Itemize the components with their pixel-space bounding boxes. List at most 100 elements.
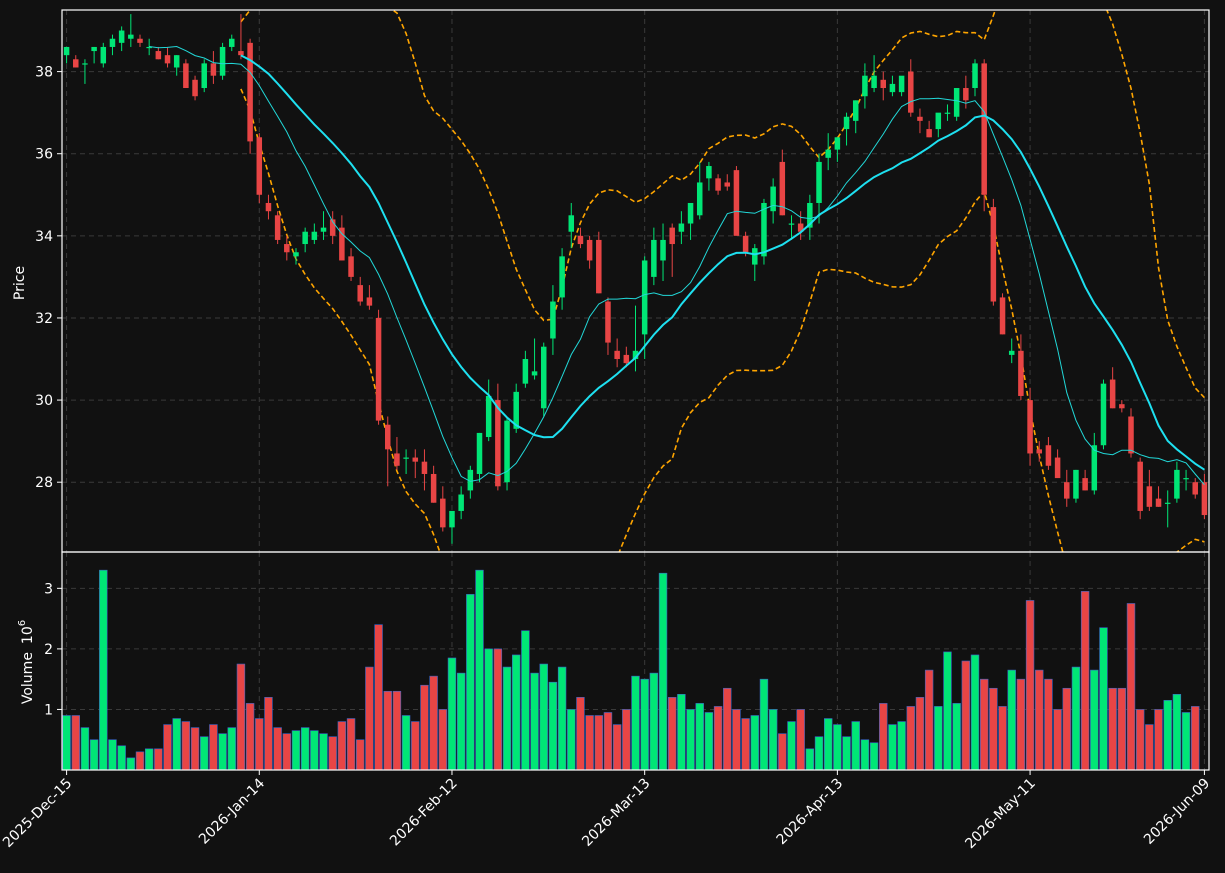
candle-body [742,235,749,253]
volume-bar [658,572,668,771]
bollinger-upper-line [240,10,1205,399]
candle-body [981,63,987,195]
volume-bar [1007,669,1016,771]
volume-bar [1163,700,1172,771]
candle-body [770,186,776,212]
candle-body [412,457,419,462]
volume-bar [521,630,530,771]
candle-body [586,239,593,261]
volume-bar [970,654,980,771]
bollinger-bands [240,10,1205,552]
volume-bar [291,730,301,771]
volume-bar [1108,687,1117,771]
price-tick-label: 28 [35,475,53,491]
candle-body [1146,486,1153,507]
volume-bar [475,569,484,771]
volume-bar [484,648,493,771]
volume-bar [539,663,548,771]
volume-bar [209,724,218,771]
volume-bar [328,736,337,771]
price-tick-label: 36 [35,147,53,163]
candle-body [596,239,602,294]
volume-bar [429,675,438,771]
volume-bar [420,684,429,771]
candle-body [614,350,620,360]
volume-bar [567,709,576,771]
volume-bar [135,751,145,771]
candle-body [687,202,694,224]
candle-body [329,219,336,236]
candle-body [449,510,455,528]
candle-body [706,166,712,179]
x-tick-label: 2026-May-11 [962,776,1039,853]
candle-body [146,46,152,49]
volume-bar [1053,709,1062,771]
volume-bar [695,703,704,771]
price-tick-label: 32 [35,311,53,327]
ma-slow-line [240,54,1205,471]
volume-bars [62,569,1200,771]
candle-body [137,38,143,43]
volume-bar [356,739,365,771]
candle-body [210,63,217,76]
volume-bar [126,757,136,771]
candle-body [128,34,134,39]
volume-tick-label: 1 [44,702,53,718]
candle-body [320,227,327,232]
candle-body [1174,469,1180,499]
price-axis-title: Price [12,266,28,300]
volume-bar [1016,678,1026,771]
candle-body [568,215,575,232]
candle-body [843,116,850,130]
candle-body [797,223,804,232]
candle-body [155,51,162,60]
candle-body [229,38,235,47]
volume-bar [732,709,741,771]
candle-body [660,239,666,261]
volume-bar [1099,627,1108,771]
volume-bar [1191,706,1200,771]
volume-bar [300,727,310,771]
candle-body [63,46,70,56]
candle-body [834,137,841,150]
candle-body [825,149,831,158]
volume-bar [227,727,236,771]
candle-body [440,498,446,528]
volume-bar [741,718,750,771]
candle-body [531,371,538,376]
volume-bar [796,709,805,771]
candle-body [908,71,914,113]
candle-body [871,75,877,89]
candle-body [1155,498,1162,507]
volume-axis-exponent: 6 [17,620,28,626]
candle-body [651,239,657,277]
candle-body [265,202,272,212]
volume-bar [456,672,466,771]
candle-body [889,83,896,93]
candle-body [852,100,859,121]
volume-bar [319,733,328,771]
candle-body [173,55,180,68]
volume-bar [218,733,227,771]
candle-body [274,215,281,240]
volume-bar [823,718,833,771]
volume-bar [1062,687,1071,771]
x-tick-label: 2025-Dec-15 [0,776,75,851]
candle-body [935,112,942,130]
candle-body [917,116,923,121]
volume-bar [603,712,613,771]
candle-body [375,317,382,421]
volume-bar [1145,724,1154,771]
candle-body [1192,482,1198,495]
volume-bar [154,748,163,771]
volume-axis-title-text: Volume [20,652,36,704]
volume-bar [1135,709,1145,771]
volume-tick-label: 3 [44,581,53,597]
x-tick-label: 2026-Mar-13 [579,776,653,850]
candle-body [669,227,675,245]
x-tick-label: 2026-Feb-12 [387,776,461,850]
volume-bar [401,715,411,771]
volume-bar [1035,669,1044,771]
candle-body [788,223,795,225]
candle-body [302,231,308,245]
